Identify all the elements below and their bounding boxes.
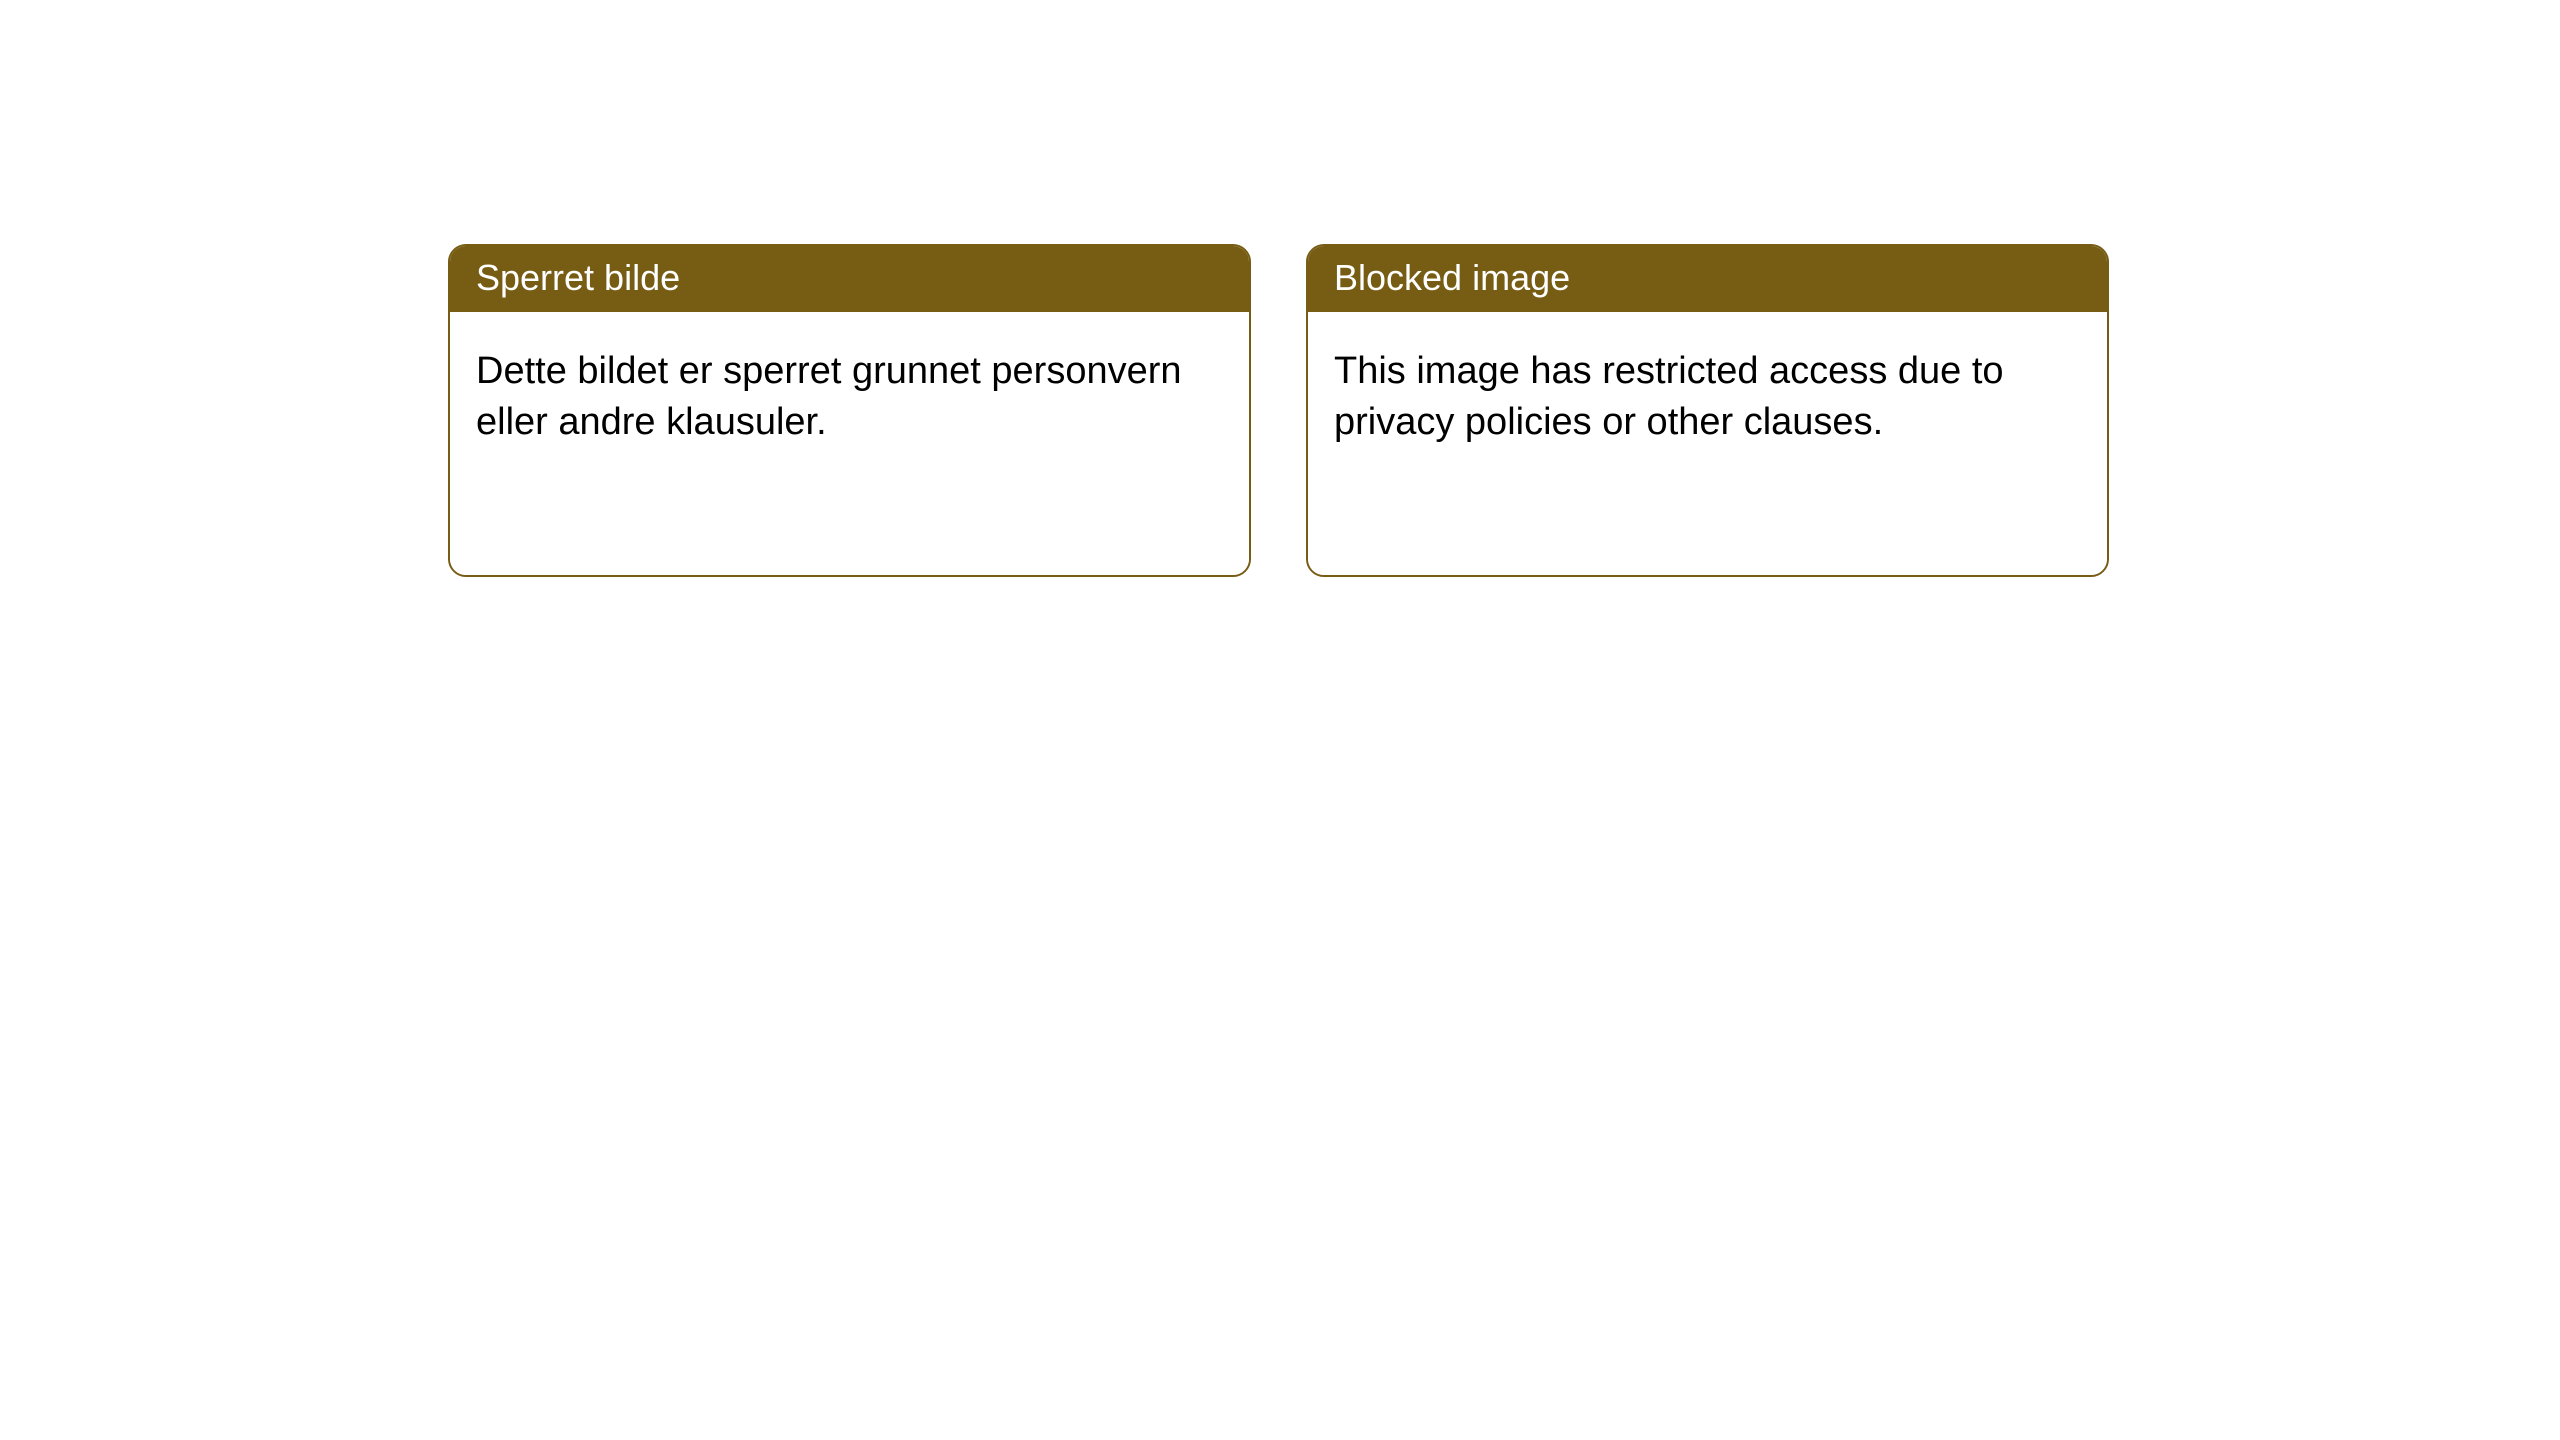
notice-box-norwegian: Sperret bilde Dette bildet er sperret gr… <box>448 244 1251 577</box>
notice-header: Blocked image <box>1308 246 2107 312</box>
notice-box-english: Blocked image This image has restricted … <box>1306 244 2109 577</box>
notice-container: Sperret bilde Dette bildet er sperret gr… <box>0 0 2560 577</box>
notice-body: This image has restricted access due to … <box>1308 312 2107 575</box>
notice-body-text: Dette bildet er sperret grunnet personve… <box>476 350 1182 443</box>
notice-body: Dette bildet er sperret grunnet personve… <box>450 312 1249 575</box>
notice-title: Sperret bilde <box>476 257 680 298</box>
notice-body-text: This image has restricted access due to … <box>1334 350 2004 443</box>
notice-title: Blocked image <box>1334 257 1570 298</box>
notice-header: Sperret bilde <box>450 246 1249 312</box>
